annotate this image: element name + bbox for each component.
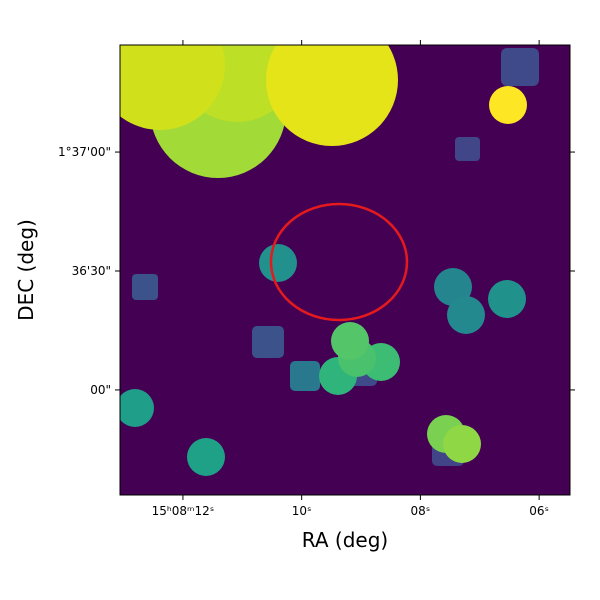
source (266, 45, 398, 146)
source (501, 48, 539, 86)
source (447, 296, 485, 334)
source (290, 361, 320, 391)
source (443, 425, 481, 463)
source (489, 86, 527, 124)
source (187, 438, 225, 476)
y-tick-label: 00" (90, 383, 111, 397)
source (132, 274, 158, 300)
x-tick-label: 15ʰ08ᵐ12ˢ (152, 504, 215, 518)
y-tick-label: 1°37'00" (58, 145, 111, 159)
x-tick-label: 10ˢ (292, 504, 312, 518)
source (331, 322, 369, 360)
source (455, 137, 480, 161)
source (120, 45, 225, 130)
x-tick-label: 08ˢ (411, 504, 431, 518)
x-tick-label: 06ˢ (529, 504, 549, 518)
source (488, 280, 526, 318)
image-sources (120, 45, 539, 476)
source (120, 389, 154, 427)
source (259, 244, 297, 282)
aperture (269, 202, 409, 322)
y-axis-label: DEC (deg) (14, 219, 38, 321)
x-axis-label: RA (deg) (302, 528, 388, 552)
source (252, 326, 284, 358)
y-tick-label: 36'30" (72, 264, 111, 278)
axes-frame (119, 44, 571, 496)
